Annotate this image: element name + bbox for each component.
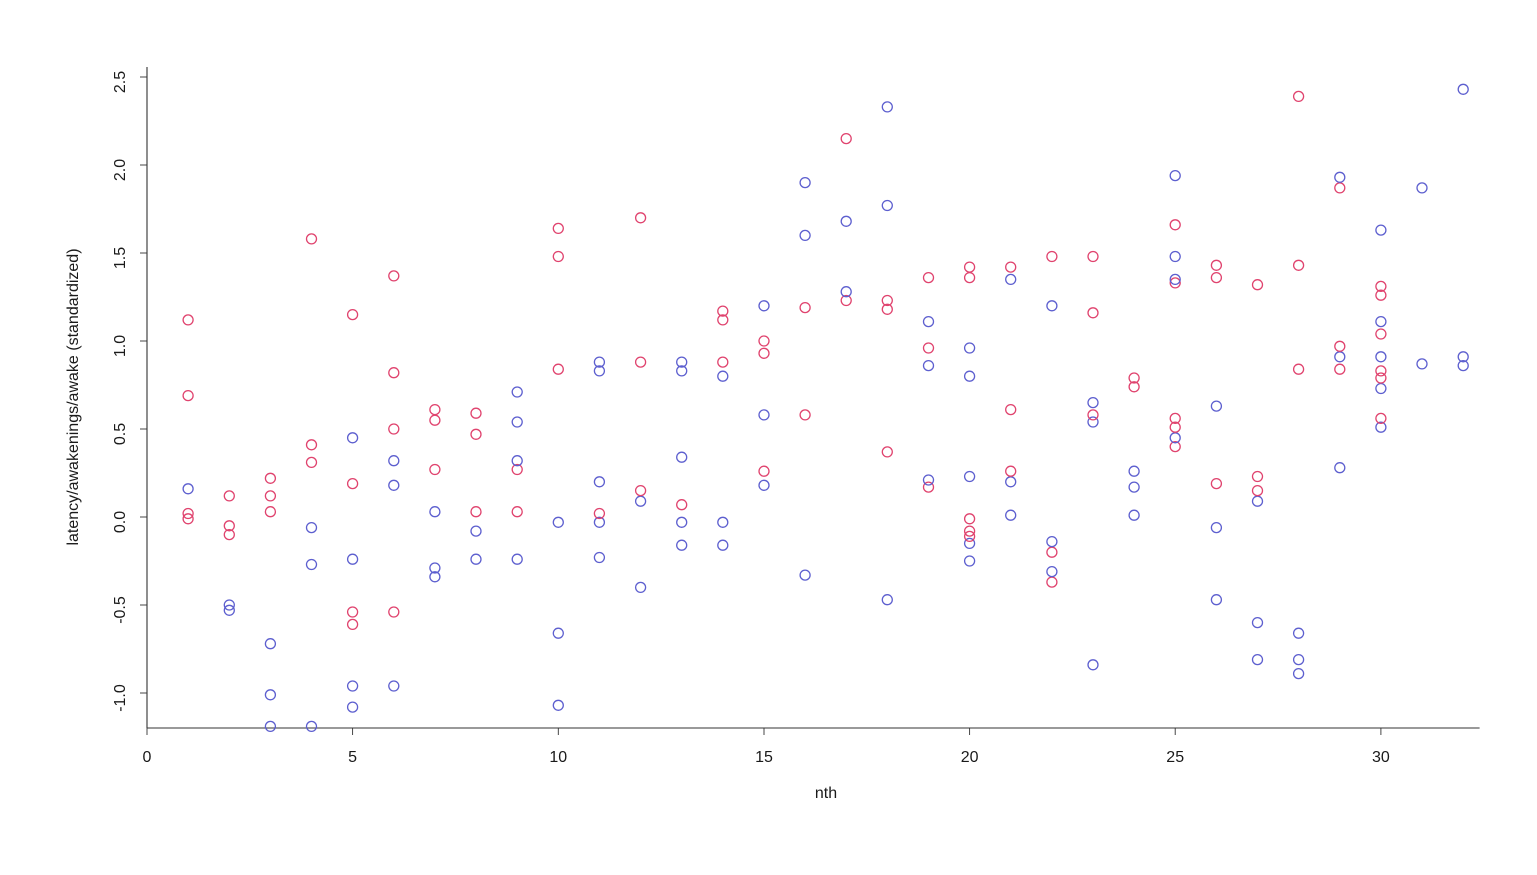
svg-text:25: 25 bbox=[1166, 749, 1184, 766]
svg-text:-1.0: -1.0 bbox=[112, 684, 129, 712]
svg-text:0.0: 0.0 bbox=[112, 511, 129, 533]
svg-text:1.5: 1.5 bbox=[112, 247, 129, 269]
svg-text:nth: nth bbox=[815, 785, 837, 802]
svg-text:10: 10 bbox=[549, 749, 567, 766]
svg-text:0: 0 bbox=[143, 749, 152, 766]
svg-text:20: 20 bbox=[961, 749, 979, 766]
svg-text:0.5: 0.5 bbox=[112, 423, 129, 445]
svg-text:15: 15 bbox=[755, 749, 773, 766]
svg-text:1.0: 1.0 bbox=[112, 335, 129, 357]
svg-text:2.0: 2.0 bbox=[112, 159, 129, 181]
svg-text:2.5: 2.5 bbox=[112, 71, 129, 93]
svg-text:5: 5 bbox=[348, 749, 357, 766]
svg-text:-0.5: -0.5 bbox=[112, 596, 129, 624]
svg-text:latency/awakenings/awake (stan: latency/awakenings/awake (standardized) bbox=[65, 248, 82, 545]
svg-text:30: 30 bbox=[1372, 749, 1390, 766]
